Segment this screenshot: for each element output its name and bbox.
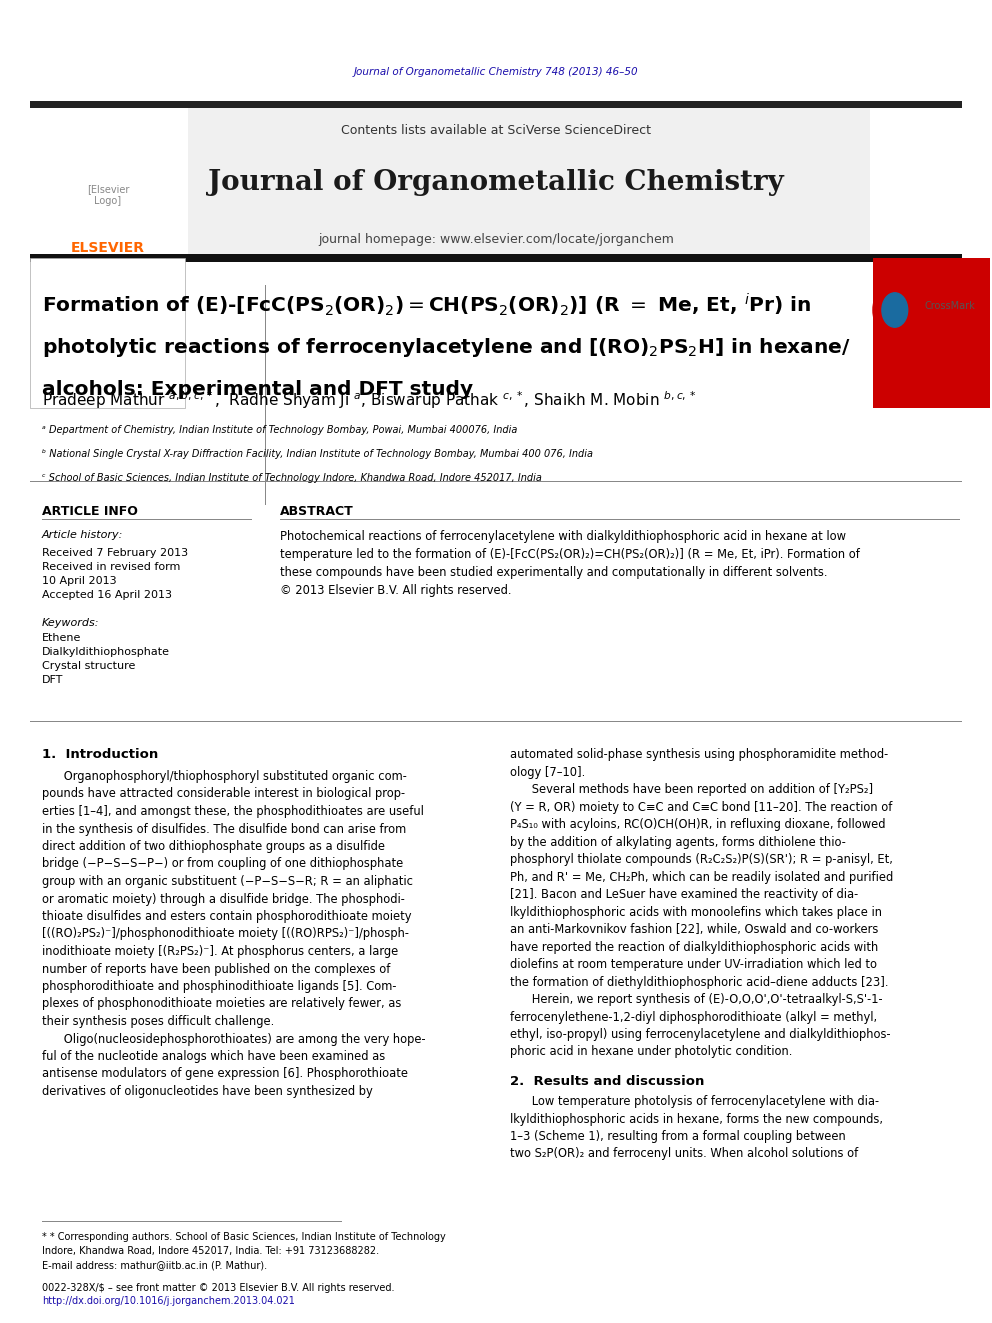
Text: 2.  Results and discussion: 2. Results and discussion bbox=[510, 1076, 704, 1088]
Bar bbox=[42, 1221, 342, 1222]
Text: Indore, Khandwa Road, Indore 452017, India. Tel: +91 73123688282.: Indore, Khandwa Road, Indore 452017, Ind… bbox=[42, 1246, 379, 1256]
Text: Dialkyldithiophosphate: Dialkyldithiophosphate bbox=[42, 647, 170, 658]
Text: DFT: DFT bbox=[42, 675, 63, 685]
Text: Journal
of Organo
metallic
Chemistry: Journal of Organo metallic Chemistry bbox=[909, 160, 953, 200]
Text: Formation of (E)-[FcC(PS$_2$(OR)$_2$)$=$CH(PS$_2$(OR)$_2$)] (R $=$ Me, Et, $^i$P: Formation of (E)-[FcC(PS$_2$(OR)$_2$)$=$… bbox=[42, 292, 811, 319]
Text: 0022-328X/$ – see front matter © 2013 Elsevier B.V. All rights reserved.: 0022-328X/$ – see front matter © 2013 El… bbox=[42, 1283, 395, 1293]
Text: Contents lists available at SciVerse ScienceDirect: Contents lists available at SciVerse Sci… bbox=[341, 123, 651, 136]
Text: Received 7 February 2013: Received 7 February 2013 bbox=[42, 548, 188, 558]
Bar bbox=[30, 254, 962, 262]
Text: ᵇ National Single Crystal X-ray Diffraction Facility, Indian Institute of Techno: ᵇ National Single Crystal X-ray Diffract… bbox=[42, 448, 593, 459]
Text: CrossMark: CrossMark bbox=[925, 302, 975, 311]
Text: automated solid-phase synthesis using phosphoramidite method-
ology [7–10].
    : automated solid-phase synthesis using ph… bbox=[510, 747, 893, 1058]
Text: Article history:: Article history: bbox=[42, 531, 123, 540]
Text: ᶜ School of Basic Sciences, Indian Institute of Technology Indore, Khandwa Road,: ᶜ School of Basic Sciences, Indian Insti… bbox=[42, 472, 542, 483]
Text: ELSEVIER: ELSEVIER bbox=[71, 241, 145, 255]
Text: [Elsevier
Logo]: [Elsevier Logo] bbox=[87, 184, 129, 206]
Text: Crystal structure: Crystal structure bbox=[42, 662, 135, 671]
Text: journal homepage: www.elsevier.com/locate/jorganchem: journal homepage: www.elsevier.com/locat… bbox=[318, 233, 674, 246]
Text: 10 April 2013: 10 April 2013 bbox=[42, 576, 117, 586]
Text: Received in revised form: Received in revised form bbox=[42, 562, 181, 572]
Text: * * Corresponding authors. School of Basic Sciences, Indian Institute of Technol: * * Corresponding authors. School of Bas… bbox=[42, 1232, 445, 1242]
Text: http://dx.doi.org/10.1016/j.jorganchem.2013.04.021: http://dx.doi.org/10.1016/j.jorganchem.2… bbox=[42, 1297, 295, 1306]
Text: Low temperature photolysis of ferrocenylacetylene with dia-
lkyldithiophosphoric: Low temperature photolysis of ferrocenyl… bbox=[510, 1095, 883, 1160]
Bar bbox=[265, 284, 266, 505]
Text: Keywords:: Keywords: bbox=[42, 618, 99, 628]
Bar bbox=[30, 480, 962, 482]
Bar bbox=[873, 258, 990, 407]
Text: ARTICLE INFO: ARTICLE INFO bbox=[42, 505, 138, 519]
Text: E-mail address: mathur@iitb.ac.in (P. Mathur).: E-mail address: mathur@iitb.ac.in (P. Ma… bbox=[42, 1259, 267, 1270]
Text: Pradeep Mathur $^{a,b,c,*}$,  Radhe Shyam Ji $^{a}$, Biswarup Pathak $^{c,*}$, S: Pradeep Mathur $^{a,b,c,*}$, Radhe Shyam… bbox=[42, 389, 696, 411]
Bar bbox=[30, 102, 962, 108]
Text: Accepted 16 April 2013: Accepted 16 April 2013 bbox=[42, 590, 172, 601]
Text: Journal of Organometallic Chemistry 748 (2013) 46–50: Journal of Organometallic Chemistry 748 … bbox=[354, 67, 638, 77]
Text: Journal of Organometallic Chemistry: Journal of Organometallic Chemistry bbox=[208, 169, 784, 197]
Bar bbox=[30, 721, 962, 722]
Text: alcohols: Experimental and DFT study: alcohols: Experimental and DFT study bbox=[42, 380, 473, 400]
Text: photolytic reactions of ferrocenylacetylene and [(RO)$_2$PS$_2$H] in hexane/: photolytic reactions of ferrocenylacetyl… bbox=[42, 336, 850, 359]
Bar bbox=[30, 258, 185, 407]
Bar bbox=[188, 108, 870, 261]
Text: ABSTRACT: ABSTRACT bbox=[280, 505, 354, 519]
Text: ᵃ Department of Chemistry, Indian Institute of Technology Bombay, Powai, Mumbai : ᵃ Department of Chemistry, Indian Instit… bbox=[42, 425, 518, 435]
Text: 1.  Introduction: 1. Introduction bbox=[42, 747, 159, 761]
Circle shape bbox=[882, 292, 908, 327]
Text: Photochemical reactions of ferrocenylacetylene with dialkyldithiophosphoric acid: Photochemical reactions of ferrocenylace… bbox=[280, 531, 860, 597]
Circle shape bbox=[873, 280, 917, 339]
Text: Organophosphoryl/thiophosphoryl substituted organic com-
pounds have attracted c: Organophosphoryl/thiophosphoryl substitu… bbox=[42, 770, 426, 1098]
Text: Ethene: Ethene bbox=[42, 632, 81, 643]
